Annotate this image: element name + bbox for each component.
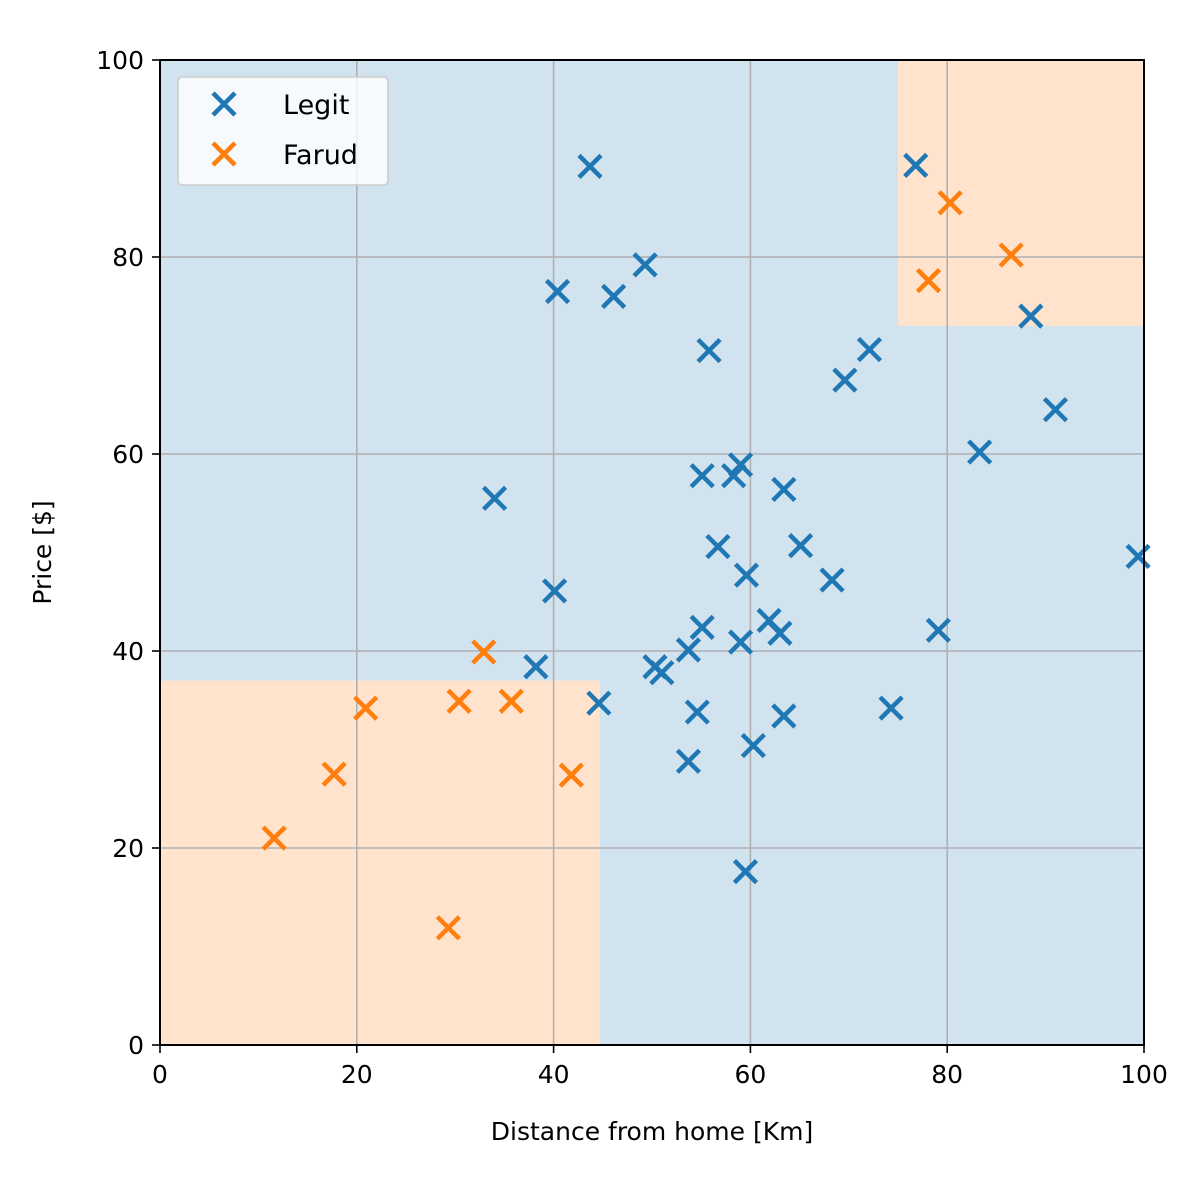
- decision-region-fraud-0: [160, 680, 600, 1045]
- data-point-legit: [705, 533, 731, 560]
- data-point-legit: [675, 748, 701, 774]
- legend-label-farud: Farud: [283, 140, 358, 171]
- y-axis-label: Price [$]: [28, 500, 57, 604]
- data-point-legit: [727, 629, 754, 655]
- x-axis-ticks: 0 20 40 60 80 100: [152, 1045, 1168, 1089]
- data-point-farud: [261, 825, 287, 851]
- x-axis-label: Distance from home [Km]: [491, 1117, 813, 1146]
- data-point-legit: [523, 654, 549, 680]
- x-tick-label: 0: [152, 1060, 168, 1089]
- data-point-legit: [675, 637, 701, 663]
- plot-background-regions: [160, 60, 1144, 1045]
- y-tick-label: 40: [112, 637, 144, 666]
- data-point-legit: [1125, 543, 1151, 570]
- data-point-legit: [481, 485, 508, 511]
- data-point-legit: [601, 283, 627, 309]
- data-point-legit: [856, 336, 883, 363]
- grid-lines: [159, 59, 1145, 1046]
- x-tick-label: 20: [341, 1060, 373, 1089]
- data-point-legit: [689, 614, 715, 640]
- data-point-farud: [353, 695, 379, 721]
- legend-marker-legit: [211, 91, 237, 117]
- data-point-farud: [321, 761, 347, 787]
- y-axis-ticks: 0 20 40 60 80 100: [96, 46, 160, 1060]
- data-point-legit: [541, 578, 568, 604]
- data-point-legit: [732, 859, 759, 885]
- x-tick-label: 60: [734, 1060, 766, 1089]
- y-tick-label: 60: [112, 440, 144, 469]
- data-point-legit: [771, 476, 797, 503]
- data-point-farud: [558, 762, 584, 788]
- data-point-legit: [632, 252, 658, 278]
- data-point-legit: [1042, 397, 1069, 423]
- data-point-legit: [740, 732, 766, 759]
- x-tick-label: 100: [1120, 1060, 1168, 1089]
- data-point-legit: [649, 660, 675, 686]
- x-tick-label: 80: [931, 1060, 963, 1089]
- data-point-legit: [787, 533, 814, 559]
- data-point-legit: [925, 617, 951, 643]
- data-point-legit: [586, 690, 612, 716]
- legend-label-legit: Legit: [283, 90, 349, 121]
- y-tick-label: 80: [112, 243, 144, 272]
- data-point-farud: [435, 915, 461, 941]
- y-tick-label: 100: [96, 46, 144, 75]
- data-points: [261, 152, 1151, 941]
- data-point-legit: [689, 463, 715, 489]
- data-point-legit: [832, 367, 858, 393]
- data-point-legit: [577, 153, 603, 179]
- data-point-farud: [915, 268, 942, 294]
- data-point-legit: [1018, 303, 1044, 329]
- data-point-legit: [767, 620, 793, 646]
- y-tick-label: 20: [112, 834, 144, 863]
- data-point-farud: [471, 639, 497, 665]
- y-tick-label: 0: [128, 1031, 144, 1060]
- data-point-legit: [544, 278, 571, 305]
- data-point-farud: [937, 190, 963, 216]
- data-point-farud: [998, 242, 1024, 268]
- data-point-legit: [878, 695, 904, 721]
- data-point-legit: [684, 699, 710, 725]
- plot-frame: [159, 59, 1145, 1046]
- data-point-legit: [967, 439, 993, 465]
- data-point-farud: [498, 688, 524, 714]
- data-point-legit: [696, 337, 722, 364]
- data-point-legit: [771, 703, 797, 729]
- legend: Legit Farud: [177, 76, 389, 186]
- data-point-legit: [819, 567, 845, 593]
- data-point-legit: [903, 152, 929, 178]
- data-point-legit: [733, 562, 760, 588]
- x-tick-label: 40: [538, 1060, 570, 1089]
- legend-marker-farud: [211, 141, 237, 167]
- data-point-farud: [446, 688, 472, 714]
- data-point-legit: [727, 452, 754, 478]
